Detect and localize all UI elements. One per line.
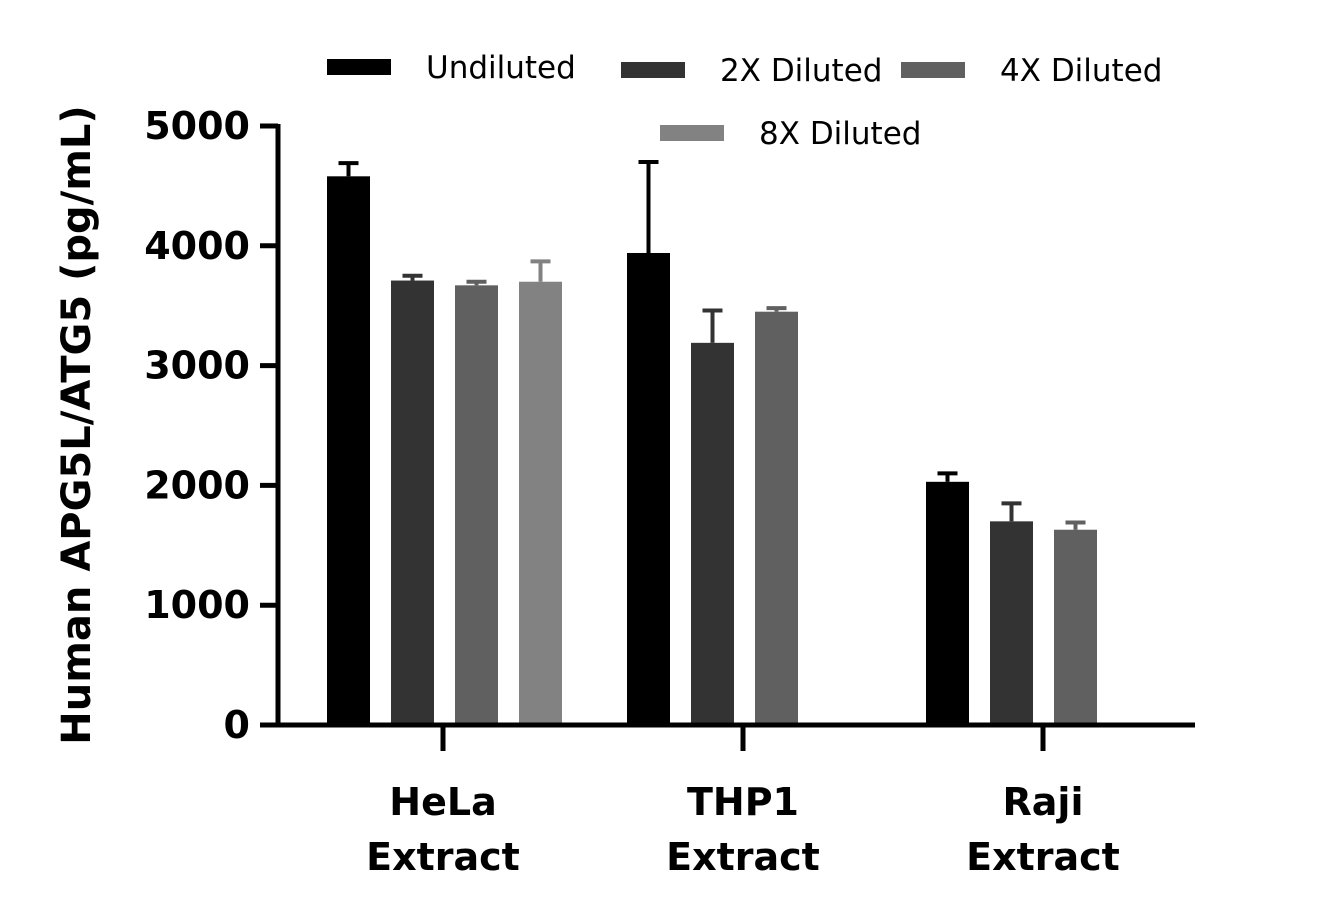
y-tick-label: 5000 [144,104,250,148]
bar-4x-diluted-0 [455,285,498,725]
bar-undiluted-2 [926,481,969,725]
bar-4x-diluted-1 [755,311,798,725]
bars [327,176,1097,726]
x-tick-label: Extract [366,835,520,879]
y-tick-label: 1000 [144,583,250,627]
y-tick-label: 2000 [144,463,250,507]
y-tick-label: 0 [224,703,250,747]
y-tick-label: 3000 [144,344,250,388]
bar-8x-diluted-0 [519,281,562,725]
x-tick-label: HeLa [389,780,496,824]
bar-2x-diluted-1 [691,342,734,725]
legend-swatch [660,125,724,141]
error-bars [338,159,1086,530]
x-tick-label: THP1 [687,780,799,824]
x-tick-label: Extract [666,835,820,879]
y-axis: 0 1000 2000 3000 4000 5000 [144,104,281,747]
legend-label: 8X Diluted [759,116,921,152]
legend-label: 2X Diluted [720,53,882,89]
legend-swatch [327,59,391,75]
legend: Undiluted 2X Diluted 4X Diluted 8X Diluted [327,50,1162,152]
bar-undiluted-1 [627,252,670,725]
bar-2x-diluted-0 [391,280,434,725]
legend-swatch [621,62,685,78]
y-axis-title: Human APG5L/ATG5 (pg/mL) [54,105,100,744]
legend-label: 4X Diluted [1000,53,1162,89]
x-tick-label: Extract [966,835,1120,879]
x-axis: HeLa Extract THP1 Extract Raji Extract [276,722,1195,879]
legend-label: Undiluted [426,50,576,86]
x-tick-label: Raji [1003,780,1084,824]
legend-swatch [901,62,965,78]
bar-4x-diluted-2 [1054,529,1097,725]
bar-undiluted-0 [327,176,370,726]
y-tick-label: 4000 [144,224,250,268]
bar-2x-diluted-2 [990,521,1033,725]
